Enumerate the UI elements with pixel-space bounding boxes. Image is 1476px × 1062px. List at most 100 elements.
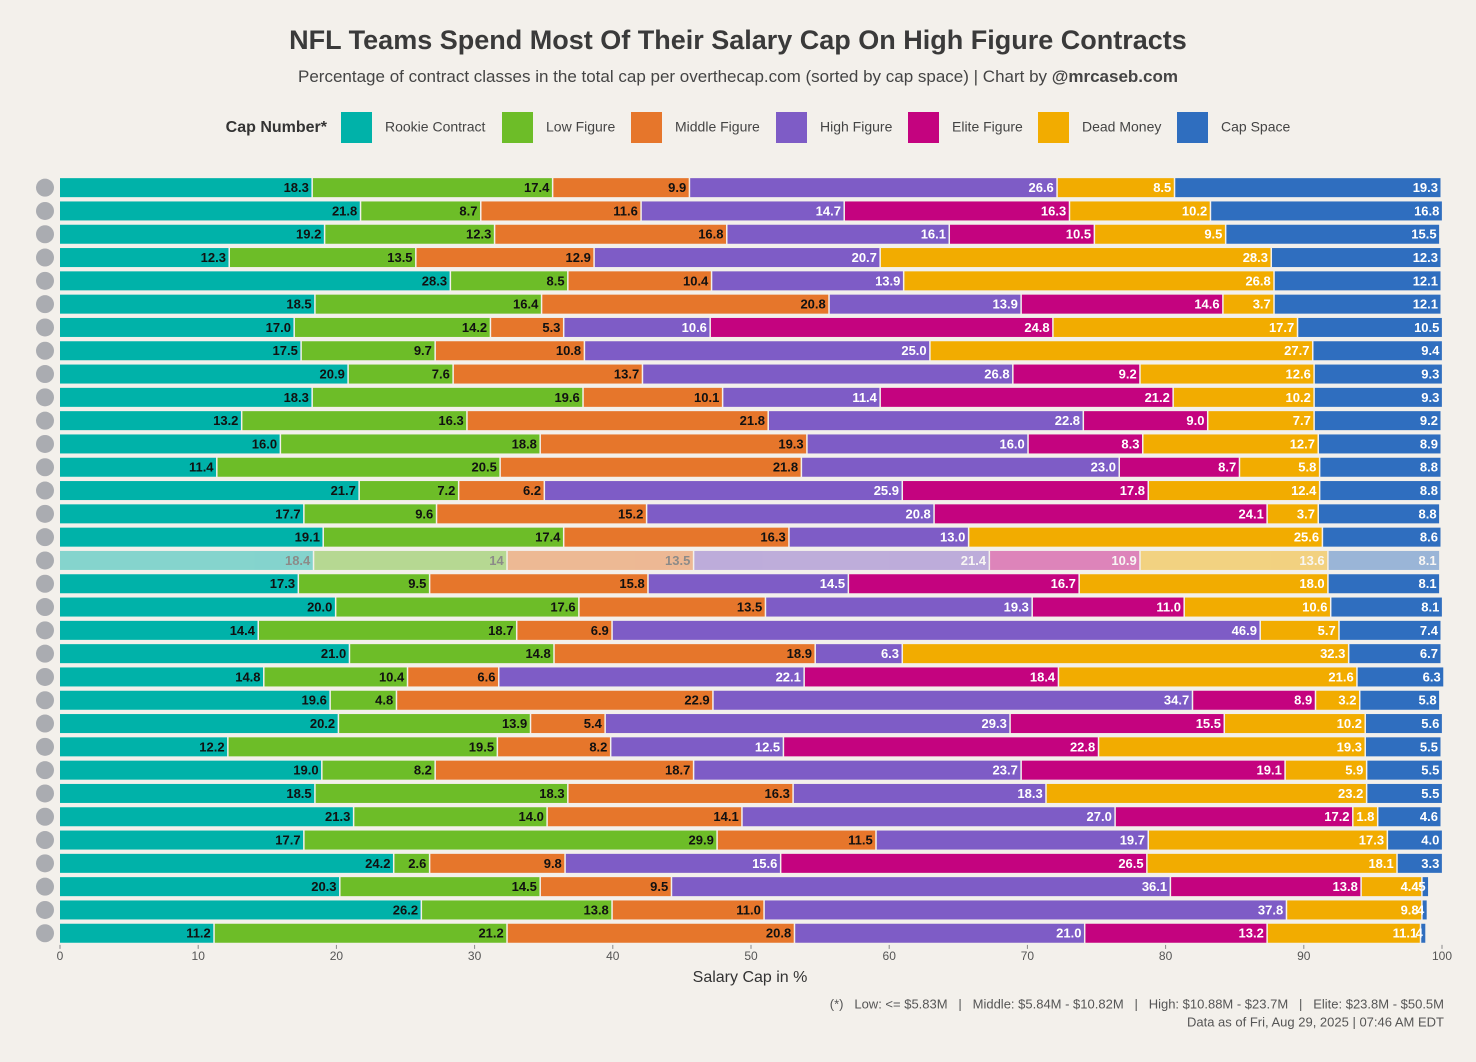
value-label: 21.4 [961,553,987,568]
bar-row: 17.7 29.9 11.5 19.7 17.3 4.0 [60,830,1442,850]
value-label: 13.6 [1299,553,1324,568]
team-logo [36,691,54,710]
bar-segment [710,317,1053,337]
value-label: 11.5 [848,832,873,847]
value-label: 6.3 [1423,669,1441,684]
value-label: 22.1 [776,669,801,684]
bar-segment [60,830,304,850]
bar-segment [795,923,1084,943]
value-label: 20.8 [800,297,825,312]
value-label: 14.6 [1194,297,1219,312]
bar-segment [612,620,1260,640]
bar-segment [568,271,711,291]
subtitle-text: Percentage of contract classes in the to… [298,67,1052,86]
value-label: 36.1 [1142,879,1167,894]
bar-row: 17.3 9.5 15.8 14.5 16.7 18.0 8.1 [60,574,1440,594]
bar-segment [1353,807,1377,827]
bar-segment [1357,667,1444,687]
bar-row: 19.0 8.2 18.7 23.7 19.1 5.9 5.5 [60,760,1442,780]
value-label: 11.2 [186,926,211,941]
team-logo [36,434,54,453]
value-label: 20.3 [311,879,336,894]
value-label: 10.9 [1111,553,1136,568]
bar-segment [793,783,1046,803]
bar-segment [1323,527,1441,547]
team-logo [36,807,54,826]
bar-segment [1421,923,1426,943]
value-label: 7.4 [1420,623,1439,638]
value-label: 17.4 [524,180,550,195]
value-label: 32.3 [1320,646,1345,661]
value-label: 8.1 [1421,599,1439,614]
bar-segment [315,783,568,803]
value-label: 19.1 [1257,763,1282,778]
value-label: 23.2 [1338,786,1363,801]
team-logo [36,365,54,384]
value-label: 17.2 [1324,809,1349,824]
bar-row: 28.3 8.5 10.4 13.9 26.8 12.1 [60,271,1441,291]
value-label: 15.2 [618,506,643,521]
bar-row: 17.5 9.7 10.8 25.0 27.7 9.4 [60,341,1442,361]
value-label: .4 [1412,926,1424,941]
bar-segment [1085,923,1267,943]
value-label: 6.6 [477,669,495,684]
bar-segment [304,830,717,850]
bar-segment [60,504,304,524]
bar-segment [228,737,497,757]
bar-segment [60,900,421,920]
value-label: 6.7 [1420,646,1438,661]
subtitle-author: @mrcaseb.com [1052,67,1178,86]
value-label: 26.8 [984,366,1009,381]
value-label: 16.3 [765,786,790,801]
bar-row: 18.5 18.3 16.3 18.3 23.2 5.5 [60,783,1442,803]
bar-segment [60,248,229,268]
bar-segment [264,667,407,687]
bar-segment [564,527,789,547]
bar-row: 21.0 14.8 18.9 6.3 32.3 6.7 [60,644,1441,664]
bar-segment [60,667,264,687]
value-label: 14.5 [820,576,845,591]
team-logo [36,621,54,640]
value-label: 12.5 [755,739,780,754]
value-label: 1.8 [1356,809,1374,824]
value-label: 11.4 [852,390,877,405]
value-label: 4.4 [1401,879,1420,894]
bar-segment [690,178,1057,198]
value-label: 21.6 [1328,669,1353,684]
value-label: 29.3 [982,716,1007,731]
bar-segment [60,597,335,617]
value-label: 26.6 [1028,180,1053,195]
bar-segment [1057,178,1174,198]
bar-segment [717,830,876,850]
bar-segment [643,364,1013,384]
value-label: 20.8 [766,926,791,941]
x-tick-label: 10 [192,949,206,963]
value-label: 19.0 [293,763,318,778]
value-label: 8.7 [459,203,477,218]
bar-segment [60,411,241,431]
bar-segment [397,690,713,710]
value-label: 5.5 [1420,739,1438,754]
bar-row: 18.3 17.4 9.9 26.6 8.5 19.3 [60,178,1441,198]
x-tick-label: 50 [744,949,758,963]
legend-swatch [341,112,372,143]
bar-row: 11.4 20.5 21.8 23.0 8.7 5.8 8.8 [60,457,1441,477]
value-label: 20.7 [852,250,877,265]
bar-segment [1079,574,1328,594]
value-label: 12.3 [1413,250,1438,265]
legend-label: Rookie Contract [385,119,485,135]
value-label: 4.0 [1421,832,1439,847]
bar-segment [1365,737,1441,757]
bar-segment [339,714,530,734]
value-label: 19.6 [302,693,327,708]
legend-swatch [631,112,662,143]
value-label: 25.0 [901,343,926,358]
value-label: 26.8 [1245,273,1270,288]
bar-segment [764,900,1286,920]
value-label: 19.3 [1337,739,1362,754]
team-logo [36,784,54,803]
chart-subtitle: Percentage of contract classes in the to… [298,67,1178,86]
bar-segment [60,783,315,803]
value-label: 12.7 [1290,436,1315,451]
bar-row: 21.8 8.7 11.6 14.7 16.3 10.2 16.8 [60,201,1442,221]
